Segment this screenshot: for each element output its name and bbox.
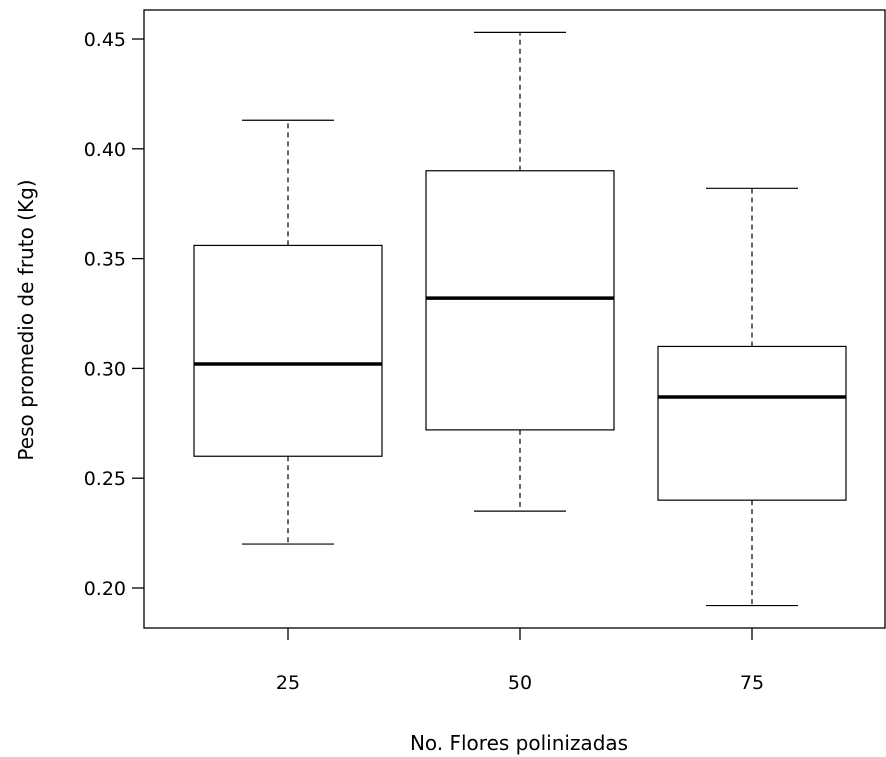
y-tick-label: 0.45: [84, 29, 126, 51]
y-tick-label: 0.40: [84, 139, 126, 161]
interquartile-box: [657, 345, 847, 501]
x-tick-label: 75: [740, 672, 764, 694]
boxes: [193, 31, 847, 607]
y-tick-label: 0.20: [84, 578, 126, 600]
plot-frame: [143, 9, 886, 629]
y-axis: 0.20 0.25 0.30 0.35 0.40 0.45: [84, 29, 144, 600]
x-axis-title: No. Flores polinizadas: [410, 731, 628, 755]
box-75: [657, 187, 847, 607]
y-tick-label: 0.30: [84, 358, 126, 380]
x-tick-label: 50: [508, 672, 532, 694]
interquartile-box: [193, 244, 383, 457]
y-axis-title: Peso promedio de fruto (Kg): [14, 179, 38, 460]
interquartile-box: [425, 170, 615, 431]
y-tick-label: 0.35: [84, 249, 126, 271]
y-tick-label: 0.25: [84, 468, 126, 490]
box-25: [193, 119, 383, 545]
x-axis: 25 50 75: [276, 628, 764, 694]
x-tick-label: 25: [276, 672, 300, 694]
box-50: [425, 31, 615, 512]
